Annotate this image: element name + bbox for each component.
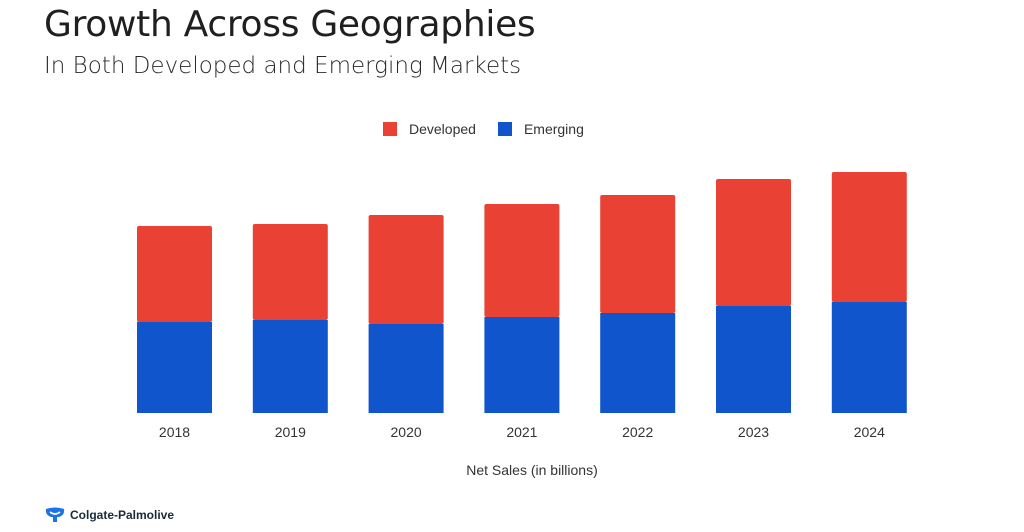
bar-emerging-2022 (600, 313, 676, 413)
bar-emerging-2020 (368, 324, 444, 413)
bar-emerging-2018 (137, 322, 212, 413)
x-tick-label-2020: 2020 (391, 424, 422, 440)
page-subtitle: In Both Developed and Emerging Markets (44, 53, 522, 79)
bar-developed-2022 (600, 195, 676, 313)
bar-emerging-2024 (831, 302, 907, 413)
bar-developed-2018 (137, 226, 212, 322)
legend-label-emerging: Emerging (523, 121, 584, 137)
bar-emerging-2021 (484, 317, 560, 413)
legend-swatch-developed (383, 122, 397, 136)
bar-developed-2024 (831, 172, 907, 302)
bar-developed-2023 (716, 179, 791, 306)
page-title: Growth Across Geographies (44, 4, 536, 45)
colgate-palmolive-logo-icon (45, 507, 65, 522)
chart-legend: Developed Emerging (383, 121, 606, 137)
x-tick-label-2024: 2024 (854, 424, 885, 440)
x-tick-label-2019: 2019 (275, 424, 306, 440)
bar-developed-2019 (252, 224, 328, 320)
x-tick-label-2021: 2021 (506, 424, 537, 440)
bar-developed-2020 (368, 215, 444, 324)
bar-emerging-2019 (252, 320, 328, 413)
legend-swatch-emerging (497, 122, 512, 136)
brand-logo: Colgate-Palmolive (44, 507, 174, 523)
x-tick-label-2022: 2022 (622, 424, 653, 440)
brand-name: Colgate-Palmolive (70, 508, 175, 522)
x-axis-title: Net Sales (in billions) (466, 462, 598, 478)
x-tick-label-2023: 2023 (738, 424, 769, 440)
legend-item-emerging: Emerging (497, 121, 584, 137)
x-tick-label-2018: 2018 (159, 424, 190, 440)
bar-emerging-2023 (716, 306, 791, 413)
legend-label-developed: Developed (409, 121, 476, 137)
bar-developed-2021 (484, 204, 560, 317)
legend-item-developed: Developed (383, 121, 476, 137)
